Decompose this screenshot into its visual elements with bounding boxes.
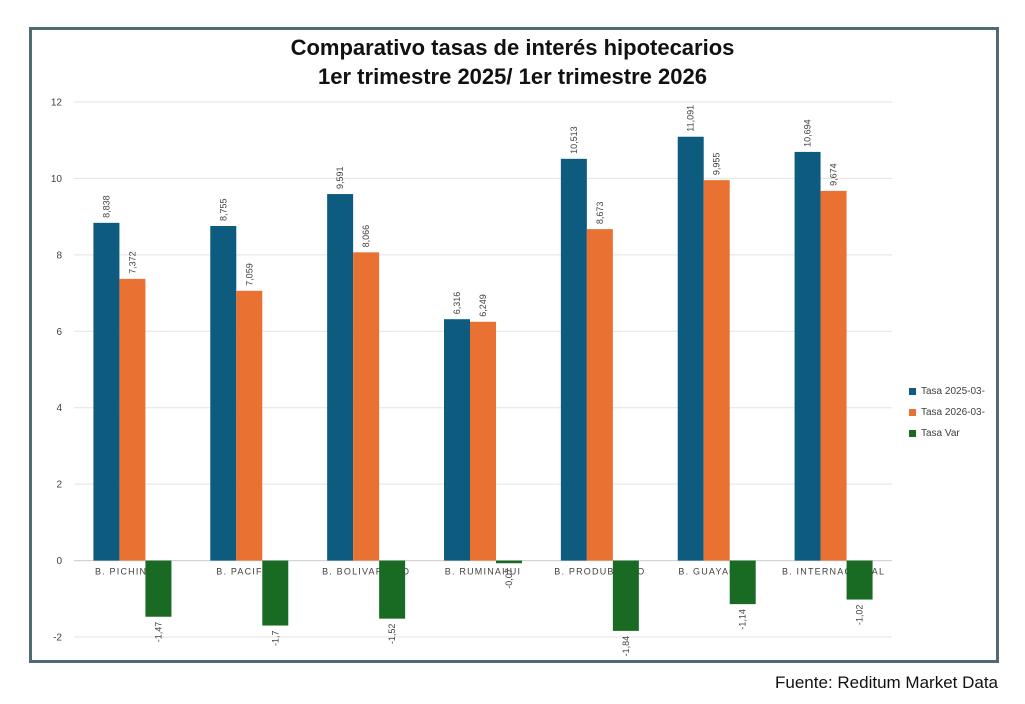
legend-swatch — [909, 388, 916, 395]
legend-item: Tasa 2026-03- — [909, 402, 985, 423]
data-label: 7,372 — [127, 251, 137, 274]
data-label: -1,7 — [270, 631, 280, 647]
y-tick-label: 0 — [56, 556, 62, 567]
bar — [729, 560, 756, 605]
data-label: 8,066 — [361, 225, 371, 248]
data-label: 6,316 — [452, 292, 462, 315]
chart-title-line-2: 1er trimestre 2025/ 1er trimestre 2026 — [318, 64, 707, 89]
y-tick-label: 4 — [56, 403, 62, 414]
bar — [379, 560, 406, 619]
chart-legend: Tasa 2025-03- Tasa 2026-03- Tasa Var — [909, 381, 985, 444]
bar — [119, 278, 146, 561]
data-label: 8,673 — [595, 202, 605, 225]
x-tick-label: B. RUMINAHUI — [445, 567, 521, 577]
bar — [846, 560, 873, 600]
bar — [560, 158, 587, 561]
x-tick-label: B. PACIFICO — [216, 567, 282, 577]
legend-swatch — [909, 430, 916, 437]
chart-title: Comparativo tasas de interés hipotecario… — [0, 33, 1025, 91]
bar — [586, 229, 613, 561]
bar — [327, 194, 354, 561]
x-tick-label: B. BOLIVARIANO — [322, 567, 410, 577]
data-label: 8,755 — [218, 198, 228, 221]
y-tick-label: 8 — [56, 250, 62, 261]
legend-label: Tasa 2025-03- — [921, 386, 985, 397]
legend-label: Tasa 2026-03- — [921, 407, 985, 418]
data-label: -0,07 — [504, 568, 514, 589]
bar — [444, 319, 470, 561]
bar — [677, 136, 704, 561]
y-tick-label: 12 — [51, 98, 63, 109]
data-label: 9,674 — [829, 163, 839, 186]
x-tick-label: B. INTERNACIONAL — [782, 567, 885, 577]
y-tick-label: 6 — [56, 327, 62, 338]
bar — [612, 560, 639, 631]
y-tick-label: 2 — [56, 480, 62, 491]
chart-title-line-1: Comparativo tasas de interés hipotecario… — [290, 35, 735, 60]
y-tick-label: 10 — [51, 174, 63, 185]
x-tick-label: B. GUAYAQUIL — [678, 567, 755, 577]
bar — [794, 151, 821, 561]
bar — [703, 180, 730, 561]
data-label: 7,059 — [244, 263, 254, 286]
bar — [496, 560, 522, 564]
bar — [262, 560, 289, 626]
data-label: -1,02 — [855, 605, 865, 626]
legend-item: Tasa Var — [909, 423, 985, 444]
data-label: -1,47 — [153, 622, 163, 643]
bar — [93, 222, 120, 561]
bar — [145, 560, 172, 617]
source-note: Fuente: Reditum Market Data — [775, 673, 998, 692]
data-label: 10,513 — [569, 126, 579, 154]
bar — [236, 290, 263, 561]
data-label: 10,694 — [803, 119, 813, 147]
y-tick-label: -2 — [53, 633, 62, 644]
bar — [353, 252, 380, 561]
data-label: -1,14 — [738, 609, 748, 630]
data-label: 9,591 — [335, 167, 345, 190]
bar — [470, 321, 496, 561]
data-label: -1,52 — [387, 624, 397, 645]
data-label: -1,84 — [621, 636, 631, 657]
legend-swatch — [909, 409, 916, 416]
data-label: 6,249 — [478, 294, 488, 317]
data-label: 9,955 — [712, 153, 722, 176]
bar — [820, 190, 847, 561]
data-label: 8,838 — [101, 195, 111, 218]
legend-label: Tasa Var — [921, 428, 960, 439]
bar — [210, 226, 237, 561]
x-tick-label: B. PICHINCHA — [95, 567, 170, 577]
data-label: 11,091 — [686, 105, 696, 132]
x-tick-label: B. PRODUBANCO — [554, 567, 645, 577]
legend-item: Tasa 2025-03- — [909, 381, 985, 402]
